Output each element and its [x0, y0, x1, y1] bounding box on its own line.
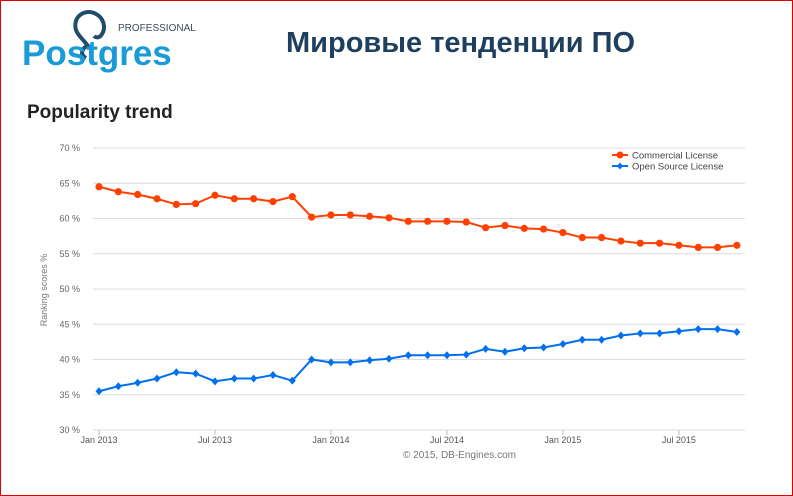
data-point — [308, 355, 316, 364]
data-point — [520, 344, 528, 353]
y-tick-label: 40 % — [59, 355, 80, 365]
data-point — [656, 329, 664, 338]
data-point — [598, 335, 606, 344]
data-point — [597, 233, 606, 242]
credit-text: © 2015, DB-Engines.com — [403, 450, 516, 461]
x-tick-label: Jan 2015 — [544, 435, 581, 445]
data-point — [443, 351, 451, 360]
section-title: Popularity trend — [27, 102, 173, 123]
data-point — [230, 195, 238, 203]
data-point — [559, 339, 567, 348]
data-point — [95, 387, 103, 396]
data-point — [172, 200, 180, 208]
data-point — [540, 343, 548, 352]
data-point — [192, 200, 200, 208]
data-point — [636, 239, 644, 247]
data-point — [230, 374, 238, 383]
postgres-professional-logo: PROFESSIONAL Postgres — [22, 6, 196, 73]
data-point — [114, 188, 122, 196]
y-axis-label: Ranking scores % — [39, 254, 49, 327]
data-point — [172, 368, 180, 377]
data-point — [482, 344, 490, 353]
y-tick-label: 65 % — [59, 178, 80, 188]
x-tick-label: Jul 2014 — [430, 435, 464, 445]
data-point — [192, 369, 200, 378]
data-point — [462, 218, 470, 226]
data-point — [501, 347, 509, 356]
x-tick-label: Jul 2015 — [662, 435, 696, 445]
data-point — [385, 214, 393, 222]
legend-marker — [616, 151, 624, 159]
data-point — [288, 193, 296, 201]
data-point — [327, 211, 335, 219]
data-point — [714, 325, 722, 334]
data-point — [288, 376, 296, 385]
data-point — [424, 217, 432, 225]
data-point — [114, 382, 122, 391]
elephant-icon — [73, 10, 106, 60]
data-point — [366, 212, 374, 220]
data-point — [636, 329, 644, 338]
data-point — [617, 237, 625, 245]
slide-title: Мировые тенденции ПО — [286, 27, 636, 59]
data-point — [385, 354, 393, 363]
data-point — [733, 328, 741, 337]
data-point — [134, 378, 142, 387]
data-point — [617, 331, 625, 340]
data-point — [578, 335, 586, 344]
series-line-open-source — [98, 328, 738, 393]
data-point — [153, 195, 161, 203]
data-point — [578, 233, 586, 242]
data-point — [482, 224, 490, 232]
y-tick-label: 55 % — [59, 249, 80, 259]
y-tick-label: 70 % — [59, 143, 80, 153]
data-point — [250, 374, 258, 383]
data-point — [424, 351, 432, 360]
data-point — [153, 374, 161, 383]
data-point — [520, 224, 528, 232]
data-point — [675, 327, 683, 336]
y-tick-label: 45 % — [59, 319, 80, 329]
logo-tagline: PROFESSIONAL — [118, 23, 196, 34]
data-point — [366, 356, 374, 365]
data-point — [733, 241, 741, 249]
data-point — [95, 183, 103, 191]
data-point — [269, 371, 277, 380]
data-point — [443, 217, 451, 225]
data-point — [694, 325, 702, 334]
data-point — [404, 217, 412, 225]
data-point — [694, 243, 702, 252]
data-point — [346, 211, 354, 219]
y-tick-label: 60 % — [59, 214, 80, 224]
y-tick-label: 50 % — [59, 284, 80, 294]
data-point — [211, 377, 219, 386]
data-point — [559, 229, 567, 237]
legend-marker — [617, 162, 623, 170]
data-point — [211, 191, 219, 199]
series-line-commercial — [98, 185, 737, 249]
x-tick-label: Jan 2013 — [80, 435, 117, 445]
x-tick-label: Jan 2014 — [312, 435, 349, 445]
data-point — [675, 241, 683, 249]
legend-label: Open Source License — [632, 162, 723, 173]
data-point — [501, 221, 509, 230]
logo-word: Postgres — [22, 34, 172, 73]
data-point — [346, 358, 354, 367]
y-tick-label: 30 % — [59, 425, 80, 435]
data-point — [539, 225, 548, 233]
data-point — [308, 213, 316, 221]
data-point — [655, 239, 664, 247]
legend-label: Commercial License — [632, 151, 718, 162]
data-point — [713, 243, 722, 252]
data-point — [250, 195, 258, 203]
data-point — [327, 358, 335, 367]
y-tick-label: 35 % — [59, 390, 80, 400]
x-tick-label: Jul 2013 — [198, 435, 232, 445]
data-point — [134, 190, 142, 199]
data-point — [269, 197, 277, 206]
data-point — [404, 351, 412, 360]
data-point — [462, 350, 470, 359]
